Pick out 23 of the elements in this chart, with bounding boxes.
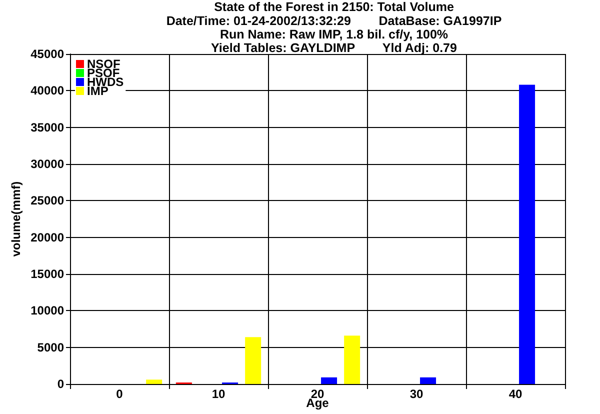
- bar: [146, 380, 162, 384]
- bar: [420, 377, 436, 384]
- y-tick-label: 5000: [37, 340, 64, 354]
- y-tick-label: 30000: [30, 157, 64, 171]
- y-tick-label: 0: [57, 377, 64, 391]
- x-tick-label: 30: [410, 387, 424, 401]
- y-tick-label: 20000: [30, 230, 64, 244]
- y-tick-label: 15000: [30, 267, 64, 281]
- y-axis-title: volume(mmf): [9, 181, 23, 257]
- y-tick-label: 40000: [30, 84, 64, 98]
- bar: [245, 337, 262, 384]
- y-tick-label: 10000: [30, 304, 64, 318]
- bar: [321, 377, 338, 384]
- bar: [344, 336, 360, 384]
- x-tick-label: 10: [212, 387, 226, 401]
- chart-title: State of the Forest in 2150: Total Volume: [214, 0, 454, 14]
- y-tick-label: 35000: [30, 120, 64, 134]
- y-tick-label: 45000: [30, 47, 64, 61]
- bar: [519, 84, 536, 384]
- x-tick-label: 40: [508, 387, 522, 401]
- x-tick-label: 0: [116, 387, 124, 401]
- chart-subtitle: Date/Time: 01-24-2002/13:32:29 DataBase: GA1997IP Run Name: Raw IMP, 1.8 bil. cf/y, 100% Yield Tables: GAYLDIMP Yld Adj: 0.79: [166, 14, 502, 55]
- y-tick-label: 25000: [30, 194, 64, 208]
